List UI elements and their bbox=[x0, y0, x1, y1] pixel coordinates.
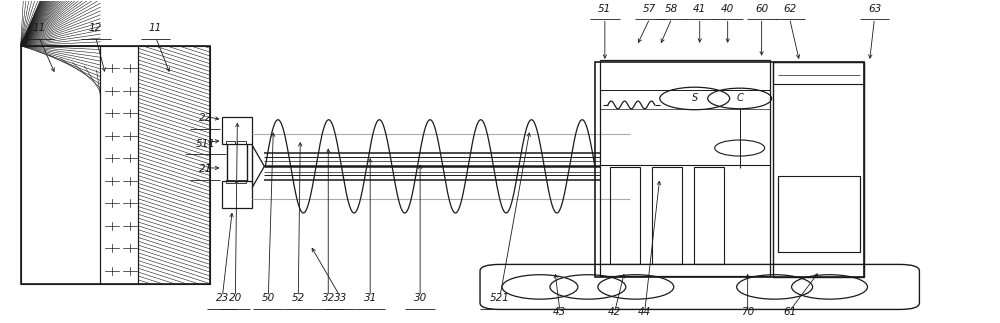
Bar bbox=[226, 141, 235, 144]
Bar bbox=[778, 176, 860, 252]
Text: 21: 21 bbox=[199, 164, 212, 174]
Text: 31: 31 bbox=[364, 293, 377, 303]
Text: 44: 44 bbox=[638, 307, 651, 318]
Text: 63: 63 bbox=[868, 4, 881, 14]
Text: 33: 33 bbox=[334, 293, 347, 303]
Text: 511: 511 bbox=[195, 139, 215, 149]
Text: 52: 52 bbox=[292, 293, 305, 303]
Text: C: C bbox=[736, 93, 743, 103]
Text: 521: 521 bbox=[490, 293, 510, 303]
Text: 51: 51 bbox=[598, 4, 611, 14]
Bar bbox=[610, 167, 640, 265]
Text: 30: 30 bbox=[413, 293, 427, 303]
Bar bbox=[652, 167, 682, 265]
Text: 60: 60 bbox=[755, 4, 768, 14]
Text: 23: 23 bbox=[216, 293, 229, 303]
Bar bbox=[138, 46, 210, 284]
Text: 12: 12 bbox=[89, 23, 102, 33]
Text: 20: 20 bbox=[229, 293, 242, 303]
Bar bbox=[694, 167, 724, 265]
Text: 41: 41 bbox=[693, 4, 706, 14]
Bar bbox=[222, 181, 252, 208]
Bar bbox=[773, 62, 864, 84]
Bar bbox=[100, 46, 138, 284]
Bar bbox=[773, 62, 864, 277]
Text: 70: 70 bbox=[741, 307, 754, 318]
Text: 43: 43 bbox=[553, 307, 567, 318]
Text: 11: 11 bbox=[32, 23, 45, 33]
Text: 32: 32 bbox=[322, 293, 335, 303]
Text: 50: 50 bbox=[262, 293, 275, 303]
Text: 58: 58 bbox=[665, 4, 678, 14]
Text: 11: 11 bbox=[149, 23, 162, 33]
Bar bbox=[595, 62, 864, 277]
Text: 61: 61 bbox=[783, 307, 796, 318]
Text: 40: 40 bbox=[721, 4, 734, 14]
Text: 22: 22 bbox=[199, 113, 212, 123]
Bar bbox=[222, 117, 252, 144]
Text: 57: 57 bbox=[643, 4, 656, 14]
Bar bbox=[237, 141, 246, 144]
Text: S: S bbox=[692, 93, 698, 103]
Text: 62: 62 bbox=[783, 4, 796, 14]
Bar bbox=[600, 60, 770, 276]
Bar bbox=[21, 46, 210, 284]
Bar bbox=[21, 46, 100, 284]
Bar bbox=[237, 180, 246, 183]
Bar bbox=[226, 180, 235, 183]
Text: 42: 42 bbox=[608, 307, 621, 318]
